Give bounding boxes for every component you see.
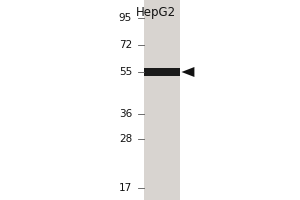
Polygon shape xyxy=(182,67,194,77)
Text: HepG2: HepG2 xyxy=(136,6,176,19)
Text: 17: 17 xyxy=(119,183,132,193)
Text: 55: 55 xyxy=(119,67,132,77)
Bar xyxy=(144,0,180,200)
Text: 36: 36 xyxy=(119,109,132,119)
Bar xyxy=(144,68,180,76)
Text: 95: 95 xyxy=(119,13,132,23)
Text: 72: 72 xyxy=(119,40,132,50)
Text: 28: 28 xyxy=(119,134,132,144)
